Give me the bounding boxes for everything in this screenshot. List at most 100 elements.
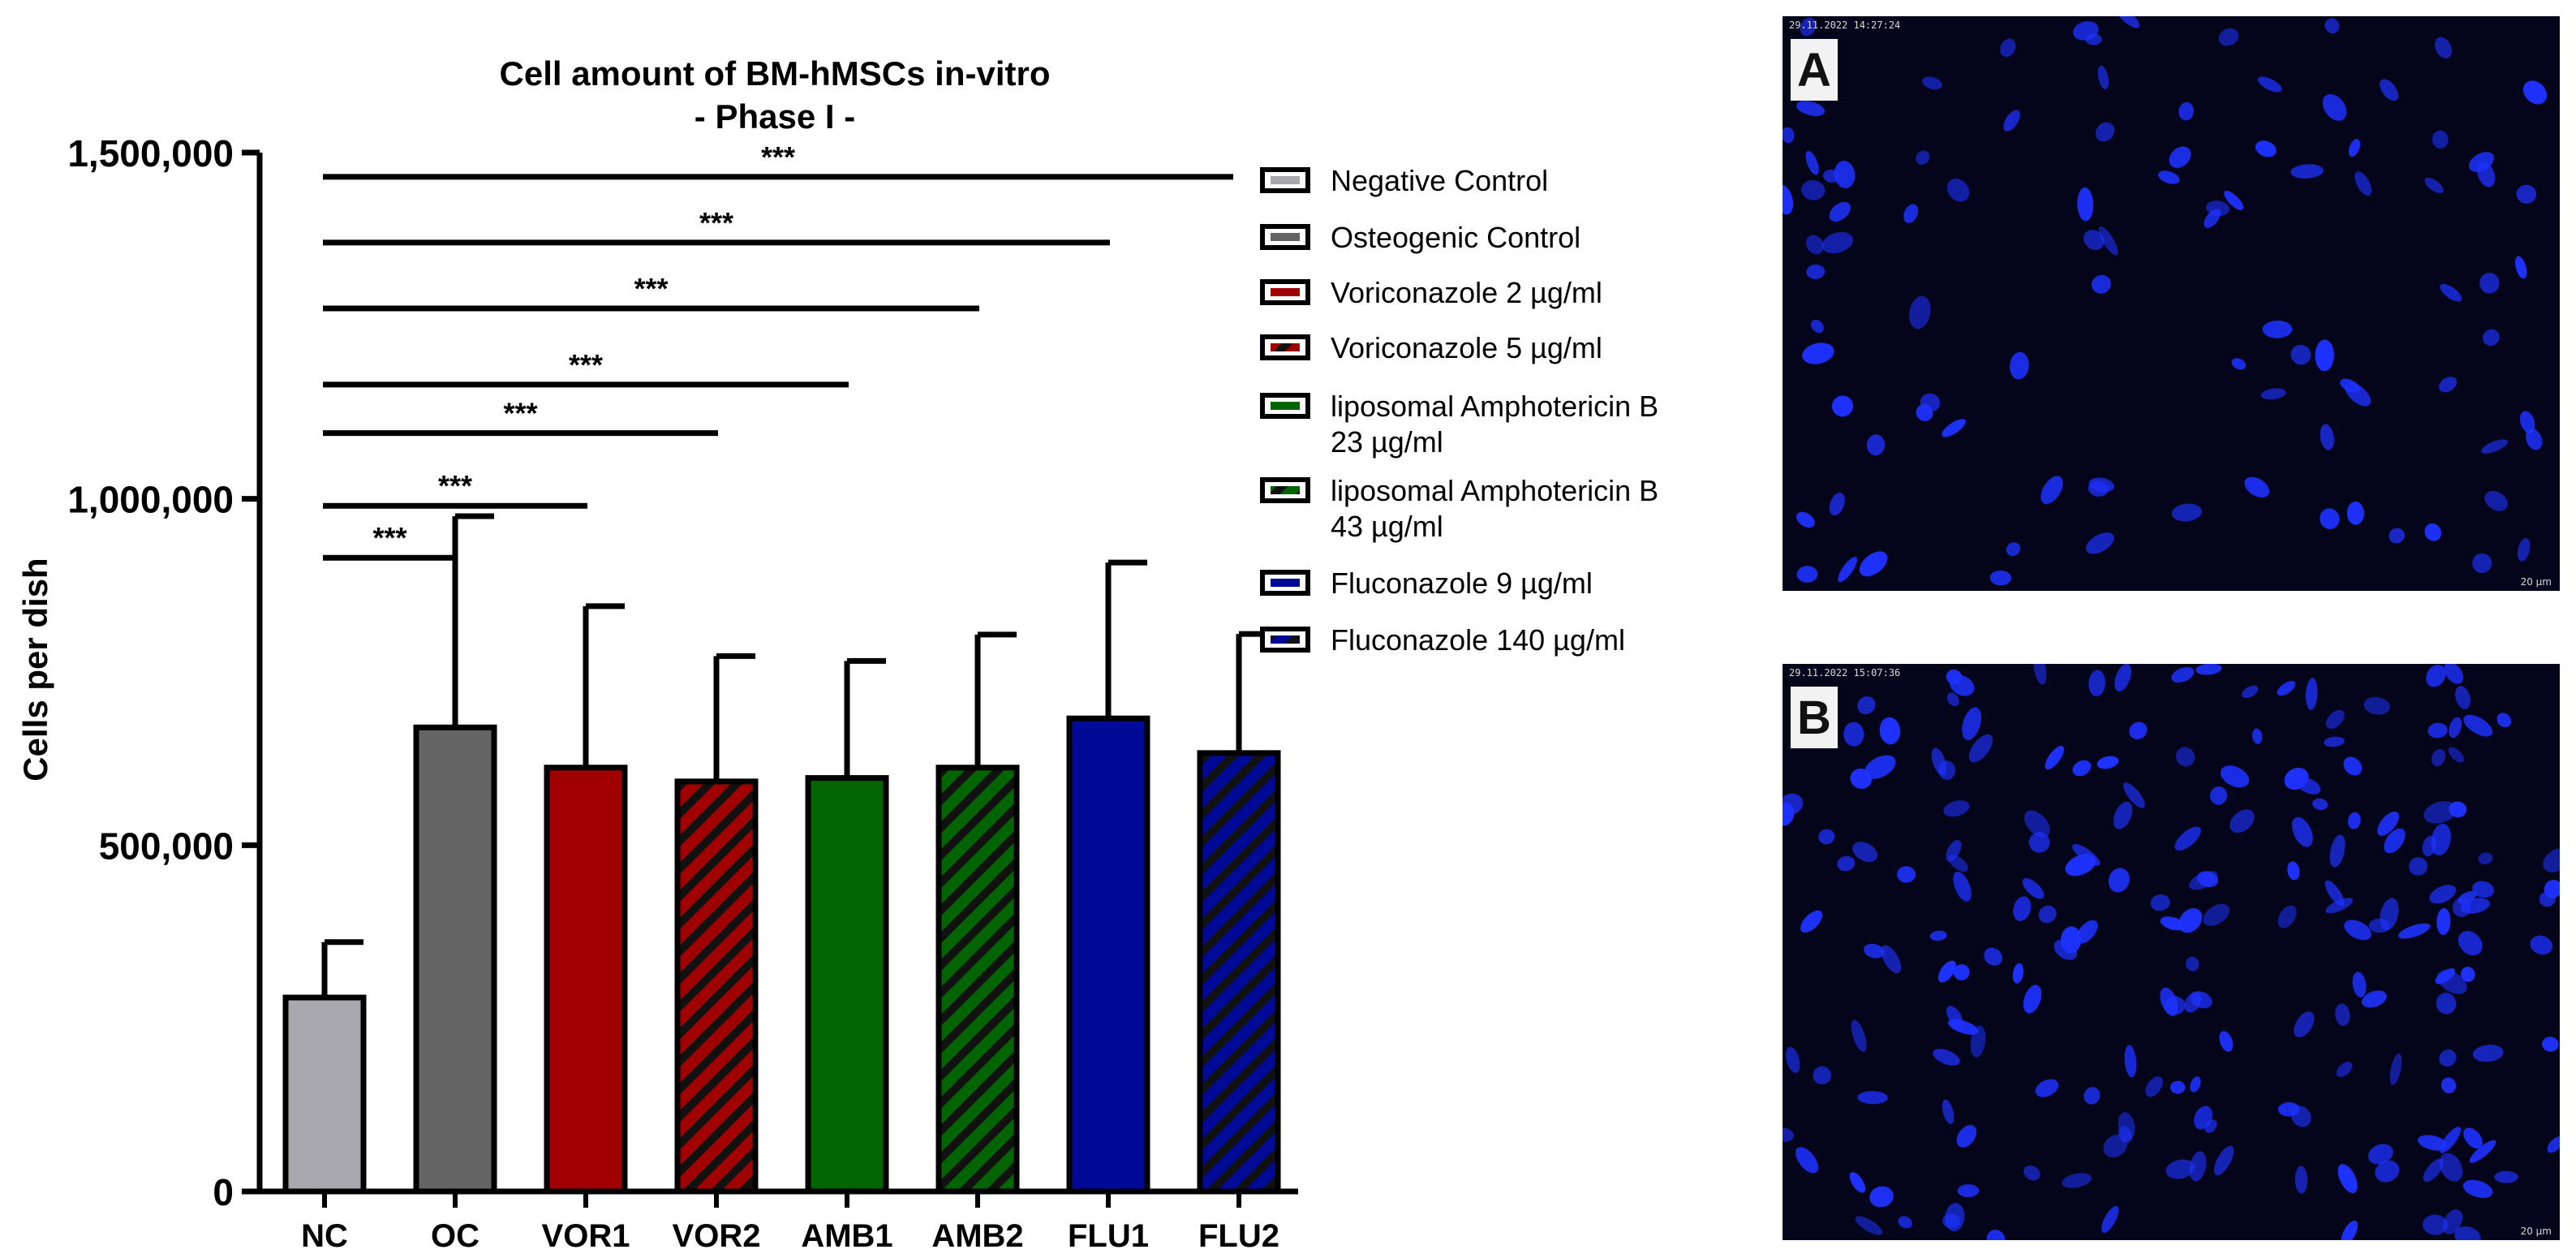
- legend-label: 23 µg/ml: [1331, 425, 1443, 459]
- x-tick-label: OC: [431, 1218, 480, 1254]
- cell-nucleus: [2145, 1076, 2163, 1097]
- cell-nucleus: [1947, 1019, 1979, 1035]
- cell-nucleus: [2023, 984, 2042, 1014]
- cell-nucleus: [2041, 476, 2063, 505]
- cell-nucleus: [2290, 1105, 2312, 1127]
- cell-nucleus: [1968, 734, 1993, 763]
- cell-nucleus: [2343, 756, 2363, 776]
- cell-nucleus: [2115, 16, 2140, 28]
- bar-amb2: [935, 765, 1020, 1195]
- cell-nucleus: [2525, 429, 2543, 450]
- cell-nucleus: [1881, 945, 1902, 974]
- cell-nucleus: [2170, 1080, 2186, 1094]
- panel-label-b: B: [1791, 687, 1838, 748]
- cell-nucleus: [2344, 920, 2372, 941]
- cell-nucleus: [2408, 857, 2428, 876]
- cell-nucleus: [2178, 101, 2194, 121]
- cell-nucleus: [2367, 1144, 2393, 1165]
- cell-nucleus: [2084, 230, 2105, 251]
- cell-nucleus: [1866, 434, 1886, 456]
- cell-nucleus: [2348, 139, 2360, 157]
- cell-nucleus: [2517, 537, 2531, 562]
- cell-nucleus: [1859, 551, 1888, 577]
- cell-nucleus: [2458, 931, 2483, 956]
- bar-amb1: [805, 775, 889, 1195]
- cell-nucleus: [2033, 664, 2047, 685]
- cell-nucleus: [1831, 395, 1854, 417]
- cell-nucleus: [2096, 756, 2119, 769]
- cell-nucleus: [2468, 152, 2495, 172]
- legend-swatch: [1271, 635, 1300, 644]
- cell-nucleus: [2291, 816, 2313, 847]
- cell-nucleus: [1984, 947, 2002, 966]
- cell-nucleus: [1869, 1186, 1894, 1208]
- cell-nucleus: [2346, 501, 2364, 525]
- cell-nucleus: [1829, 492, 1845, 516]
- cell-nucleus: [2463, 1127, 2483, 1149]
- cell-nucleus: [2010, 351, 2029, 380]
- cell-nucleus: [2389, 1053, 2402, 1086]
- cell-nucleus: [1897, 866, 1916, 883]
- cell-nucleus: [1811, 319, 1824, 334]
- legend: Negative Control Osteogenic Control Vorico…: [1260, 164, 1658, 657]
- cell-nucleus: [1783, 1127, 1794, 1142]
- significance-label: ***: [699, 206, 733, 239]
- legend-label: Osteogenic Control: [1331, 221, 1580, 254]
- cell-nucleus: [2454, 1226, 2481, 1240]
- cell-nucleus: [2260, 388, 2286, 400]
- cell-nucleus: [2296, 777, 2321, 795]
- cell-nucleus: [2171, 666, 2195, 683]
- cell-nucleus: [2077, 187, 2094, 222]
- cell-nucleus: [1864, 755, 1896, 779]
- cell-nucleus: [2429, 885, 2457, 904]
- cell-nucleus: [2184, 992, 2202, 1013]
- cell-nucleus: [1783, 184, 1794, 215]
- cell-nucleus: [1837, 855, 1856, 872]
- cell-nucleus: [2113, 801, 2133, 829]
- cell-nucleus: [2123, 782, 2145, 808]
- cell-nucleus: [2514, 256, 2527, 279]
- cell-nucleus: [2174, 826, 2201, 851]
- cell-nucleus: [2196, 871, 2219, 887]
- legend-swatch: [1271, 579, 1300, 587]
- cell-nucleus: [2389, 528, 2405, 544]
- cell-nucleus: [2472, 1045, 2504, 1062]
- cell-nucleus: [2340, 378, 2360, 394]
- x-tick-label: FLU1: [1068, 1218, 1149, 1254]
- cell-nucleus: [2000, 38, 2016, 58]
- cell-nucleus: [2428, 722, 2448, 739]
- cell-nucleus: [2432, 130, 2449, 149]
- x-tick-label: VOR2: [673, 1218, 761, 1254]
- bars-group: [282, 715, 1281, 1195]
- cell-nucleus: [2186, 956, 2200, 972]
- cell-nucleus: [2124, 1045, 2137, 1078]
- cell-nucleus: [1931, 747, 1947, 776]
- cell-nucleus: [1821, 231, 1853, 254]
- legend-label: Fluconazole 9 µg/ml: [1331, 567, 1593, 600]
- cell-nucleus: [2209, 786, 2228, 805]
- cell-nucleus: [1879, 717, 1901, 745]
- cell-nucleus: [1864, 943, 1885, 959]
- cell-nucleus: [2294, 1165, 2308, 1194]
- cell-nucleus: [1796, 511, 1815, 528]
- cell-nucleus: [1989, 570, 2011, 586]
- cell-nucleus: [1838, 557, 1857, 583]
- cell-nucleus: [1903, 204, 1919, 223]
- cell-nucleus: [2088, 670, 2105, 697]
- cell-nucleus: [1933, 1049, 1960, 1066]
- cell-nucleus: [2244, 476, 2270, 498]
- legend-label: liposomal Amphotericin B: [1331, 474, 1658, 507]
- cell-nucleus: [1962, 707, 1982, 740]
- cell-nucleus: [2220, 765, 2250, 788]
- cell-nucleus: [1783, 793, 1804, 815]
- error-bars-group: [321, 513, 1278, 998]
- y-axis-label: Cells per dish: [16, 558, 54, 781]
- cell-nucleus: [2329, 834, 2346, 868]
- cell-nucleus: [2290, 344, 2312, 365]
- cell-nucleus: [1855, 1216, 1883, 1235]
- cell-nucleus: [2085, 532, 2114, 554]
- legend-swatch: [1271, 176, 1300, 184]
- cell-nucleus: [2439, 1127, 2462, 1153]
- cell-nucleus: [1857, 1091, 1888, 1105]
- cell-nucleus: [2443, 1209, 2463, 1234]
